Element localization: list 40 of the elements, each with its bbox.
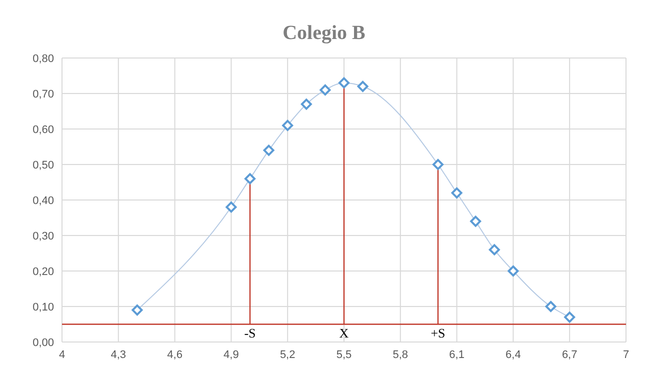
point — [508, 266, 519, 276]
x-tick-label: 4,6 — [167, 348, 182, 361]
y-tick-label: 0,10 — [32, 301, 54, 314]
point — [564, 312, 576, 323]
y-tick-label: 0,00 — [32, 336, 54, 349]
x-tick-label: 5,8 — [392, 348, 408, 361]
ref-line-label: -S — [244, 325, 256, 340]
point — [244, 173, 256, 184]
x-tick-label: 6,4 — [506, 348, 521, 361]
y-tick-label: 0,70 — [32, 88, 54, 100]
ref-line-label: +S — [430, 325, 446, 340]
x-tick-label: 7 — [622, 348, 630, 361]
point — [545, 301, 556, 312]
point — [451, 187, 462, 198]
x-tick-label: 4,3 — [110, 348, 126, 361]
x-tick-label: 5,2 — [280, 348, 296, 361]
point — [282, 120, 294, 131]
x-tick-label: 4,9 — [224, 348, 239, 361]
x-tick-label: 4 — [58, 348, 66, 361]
point — [357, 80, 368, 92]
chart-title: Colegio B — [282, 22, 366, 46]
y-tick-label: 0,80 — [32, 52, 54, 65]
point — [432, 159, 444, 170]
y-tick-label: 0,30 — [32, 230, 54, 242]
point — [132, 304, 143, 316]
y-tick-label: 0,50 — [32, 159, 54, 172]
x-tick-label: 6,7 — [562, 348, 578, 361]
point — [263, 144, 274, 156]
x-tick-label: 6,1 — [449, 348, 464, 361]
point — [338, 77, 350, 88]
y-tick-label: 0,40 — [32, 194, 54, 207]
ref-line-label: X — [339, 325, 350, 340]
point — [470, 216, 482, 227]
point — [300, 98, 312, 110]
point — [320, 84, 331, 96]
y-tick-label: 0,60 — [32, 124, 54, 136]
x-tick-label: 5,5 — [336, 348, 352, 361]
point — [226, 202, 237, 213]
point — [488, 244, 500, 256]
y-tick-label: 0,20 — [32, 266, 54, 278]
